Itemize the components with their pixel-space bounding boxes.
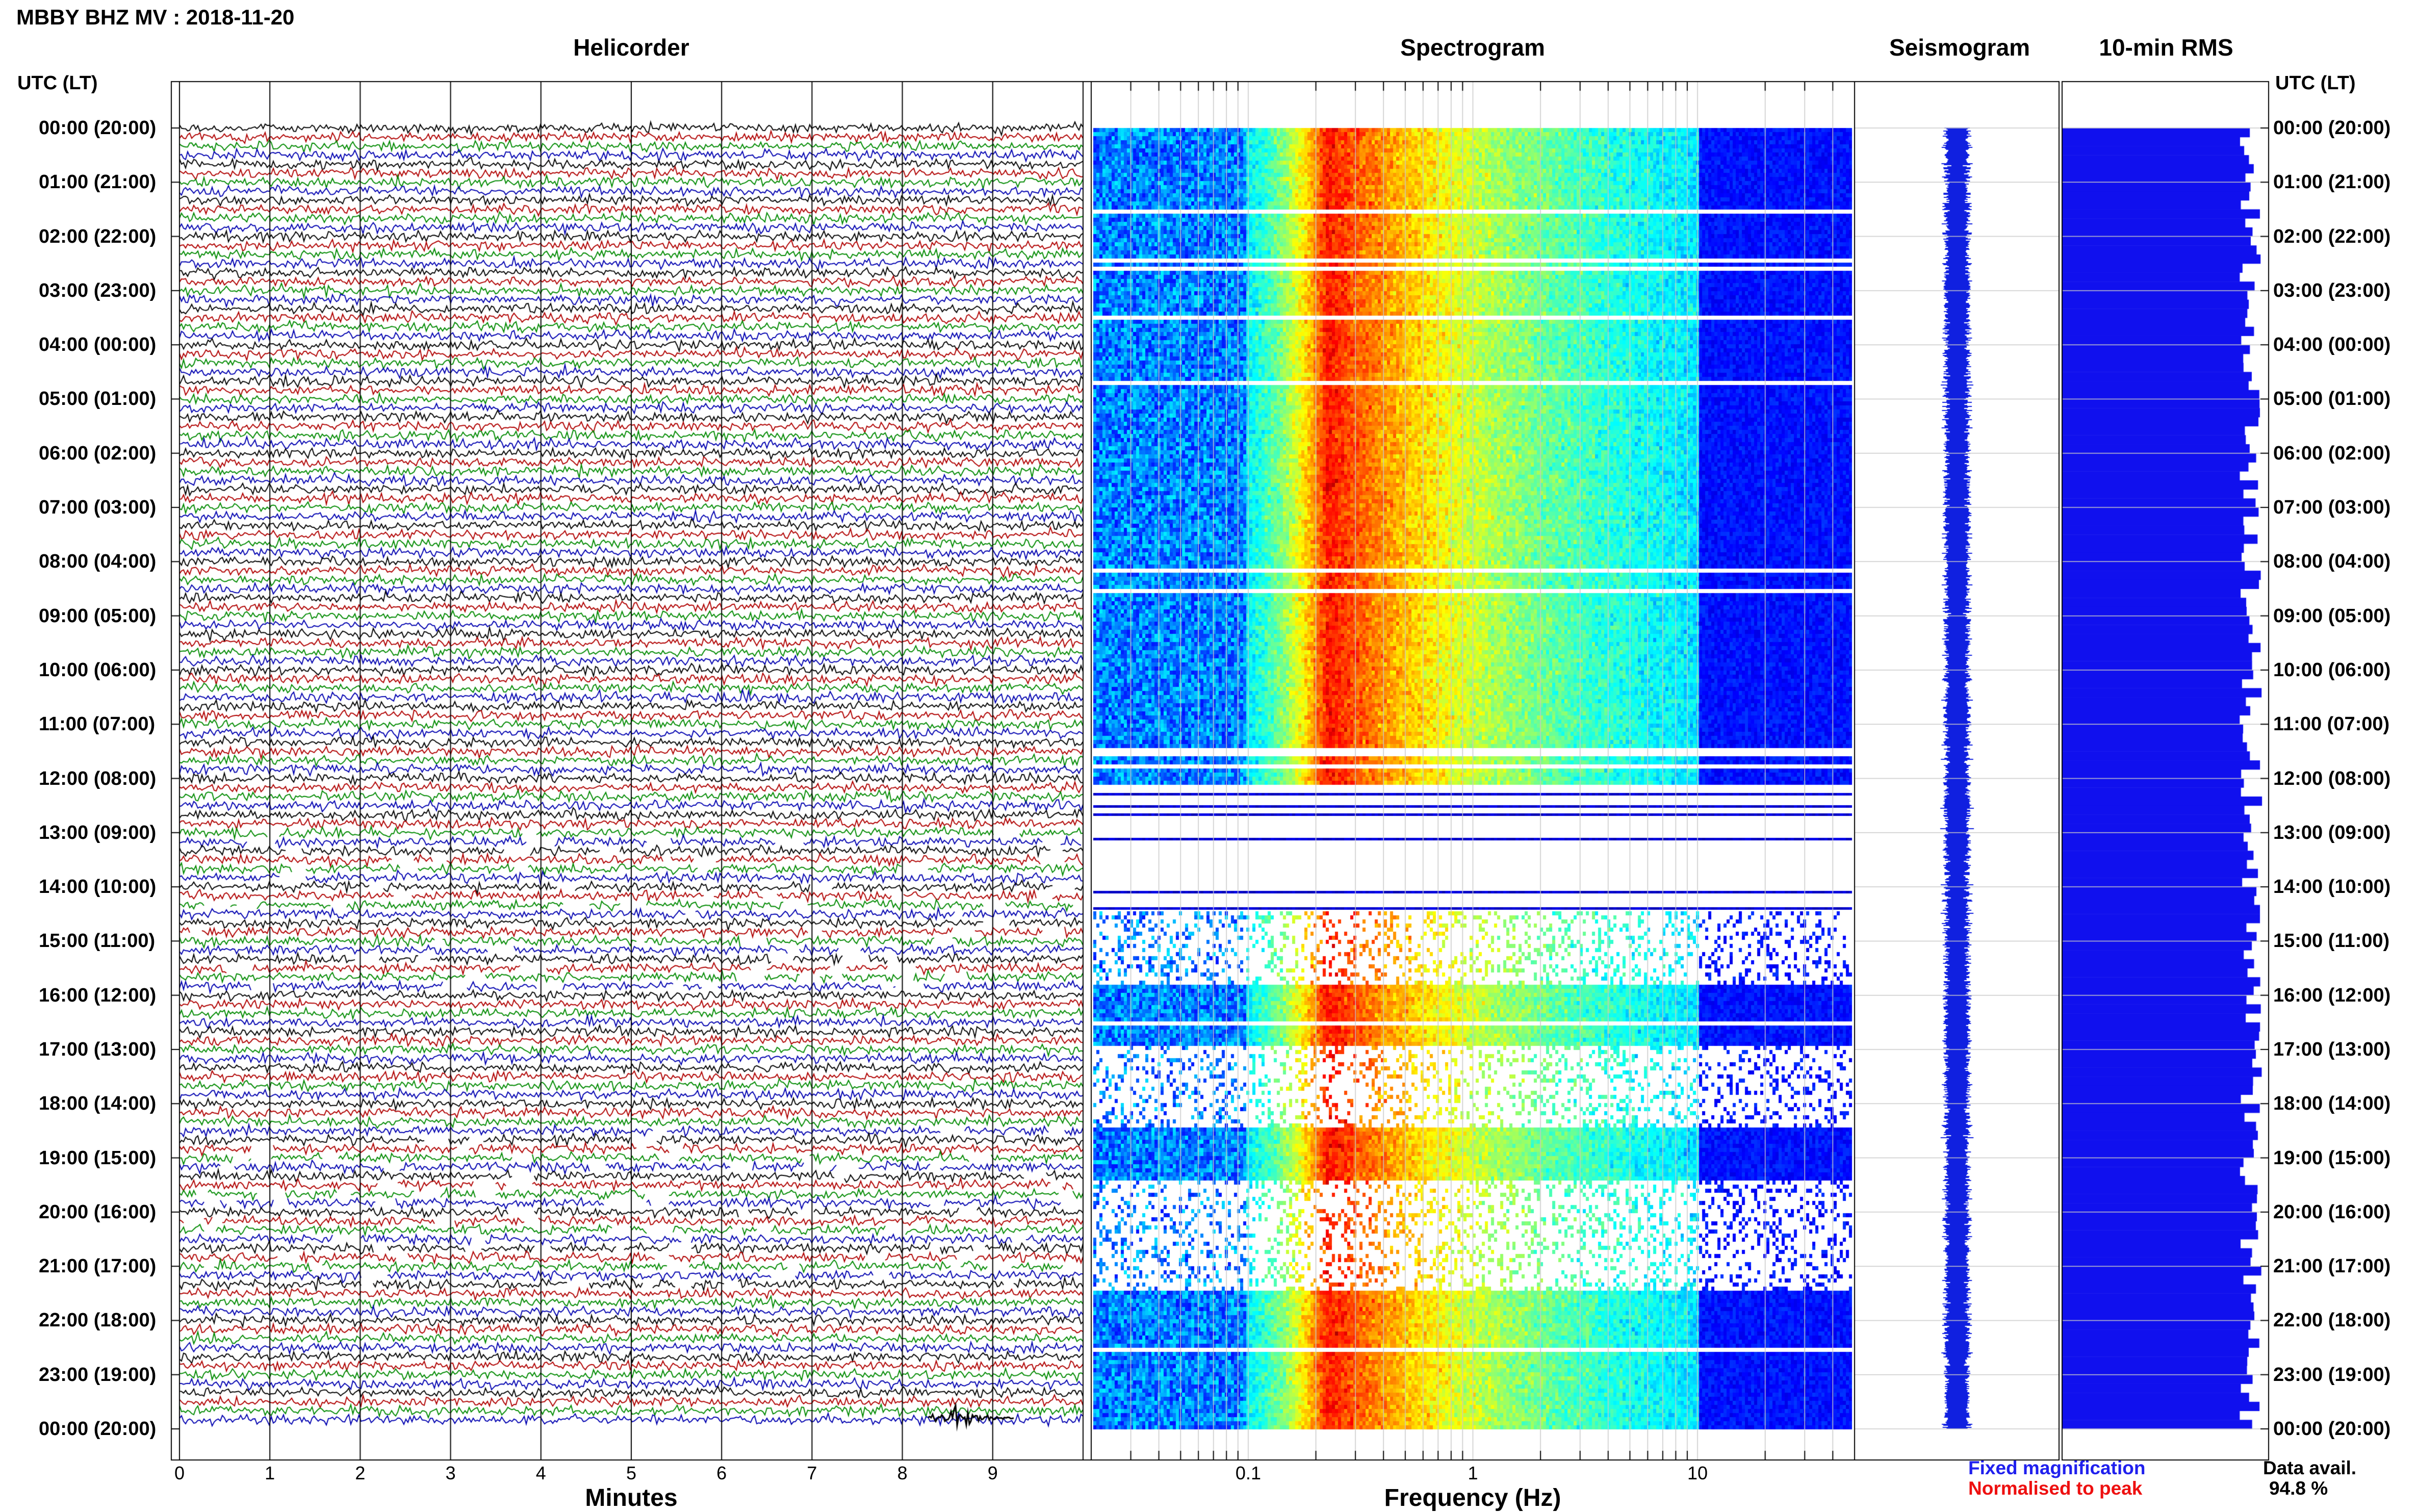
legend-normalised-to-peak: Normalised to peak [1968,1478,2143,1499]
data-availability-value: 94.8 % [2269,1478,2328,1499]
time-tick-right: 12:00 (08:00) [2273,767,2391,789]
minute-tick-label: 5 [626,1463,637,1483]
utc-label-right: UTC (LT) [2275,72,2356,94]
time-tick-left: 01:00 (21:00) [39,171,157,193]
time-tick-right: 02:00 (22:00) [2273,225,2391,247]
time-tick-left: 07:00 (03:00) [39,497,157,519]
time-tick-left: 05:00 (01:00) [39,388,157,410]
time-tick-left: 20:00 (16:00) [39,1201,157,1223]
time-tick-left: 14:00 (10:00) [39,876,157,898]
time-tick-left: 23:00 (19:00) [39,1364,157,1386]
minute-tick-label: 2 [355,1463,366,1483]
time-tick-right: 22:00 (18:00) [2273,1310,2391,1331]
time-tick-right: 00:00 (20:00) [2273,1418,2391,1440]
time-tick-right: 13:00 (09:00) [2273,822,2391,843]
chart-title: MBBY BHZ MV : 2018-11-20 [16,5,295,29]
time-tick-right: 06:00 (02:00) [2273,442,2391,464]
time-tick-left: 02:00 (22:00) [39,225,157,247]
utc-label-left: UTC (LT) [17,72,98,94]
time-tick-right: 21:00 (17:00) [2273,1255,2391,1277]
time-tick-right: 05:00 (01:00) [2273,388,2391,410]
time-tick-right: 19:00 (15:00) [2273,1147,2391,1169]
frequency-axis-label: Frequency (Hz) [1384,1484,1561,1511]
time-tick-left: 15:00 (11:00) [39,930,156,952]
time-tick-right: 20:00 (16:00) [2273,1201,2391,1223]
rms-title: 10-min RMS [2099,34,2233,61]
time-tick-left: 16:00 (12:00) [39,984,157,1006]
minute-tick-label: 1 [265,1463,275,1483]
time-tick-right: 07:00 (03:00) [2273,497,2391,519]
time-tick-right: 17:00 (13:00) [2273,1038,2391,1060]
time-tick-right: 14:00 (10:00) [2273,876,2391,898]
time-tick-left: 22:00 (18:00) [39,1310,157,1331]
time-tick-left: 19:00 (15:00) [39,1147,157,1169]
time-tick-left: 12:00 (08:00) [39,767,157,789]
time-tick-right: 09:00 (05:00) [2273,605,2391,627]
time-tick-right: 04:00 (00:00) [2273,334,2391,356]
legend-fixed-magnification: Fixed magnification [1968,1457,2146,1478]
time-tick-left: 00:00 (20:00) [39,1418,157,1440]
spectrogram-title: Spectrogram [1400,34,1545,61]
time-tick-left: 00:00 (20:00) [39,117,157,139]
time-tick-right: 03:00 (23:00) [2273,279,2391,301]
minutes-axis-label: Minutes [585,1484,678,1511]
time-tick-left: 09:00 (05:00) [39,605,157,627]
time-tick-left: 18:00 (14:00) [39,1093,157,1115]
helicorder-title: Helicorder [573,34,689,61]
time-tick-right: 18:00 (14:00) [2273,1093,2391,1115]
frequency-tick-label: 10 [1687,1463,1708,1483]
seismogram-title: Seismogram [1889,34,2030,61]
minute-tick-label: 7 [807,1463,817,1483]
time-tick-left: 17:00 (13:00) [39,1038,157,1060]
time-tick-left: 11:00 (07:00) [39,713,156,735]
minute-tick-label: 8 [897,1463,908,1483]
time-tick-right: 10:00 (06:00) [2273,659,2391,681]
time-tick-left: 08:00 (04:00) [39,551,157,573]
minute-tick-label: 9 [987,1463,998,1483]
time-tick-left: 21:00 (17:00) [39,1255,157,1277]
time-tick-left: 10:00 (06:00) [39,659,157,681]
minute-tick-label: 6 [716,1463,727,1483]
time-tick-left: 03:00 (23:00) [39,279,157,301]
time-tick-right: 23:00 (19:00) [2273,1364,2391,1386]
time-tick-right: 11:00 (07:00) [2273,713,2390,735]
time-tick-right: 15:00 (11:00) [2273,930,2390,952]
data-availability-label: Data avail. [2263,1457,2357,1478]
time-tick-left: 04:00 (00:00) [39,334,157,356]
frequency-tick-label: 1 [1468,1463,1478,1483]
time-tick-right: 08:00 (04:00) [2273,551,2391,573]
minute-tick-label: 4 [535,1463,546,1483]
time-tick-right: 16:00 (12:00) [2273,984,2391,1006]
time-tick-left: 13:00 (09:00) [39,822,157,843]
time-tick-left: 06:00 (02:00) [39,442,157,464]
minute-tick-label: 3 [445,1463,456,1483]
frequency-tick-label: 0.1 [1235,1463,1261,1483]
time-tick-right: 00:00 (20:00) [2273,117,2391,139]
time-tick-right: 01:00 (21:00) [2273,171,2391,193]
minute-tick-label: 0 [174,1463,185,1483]
